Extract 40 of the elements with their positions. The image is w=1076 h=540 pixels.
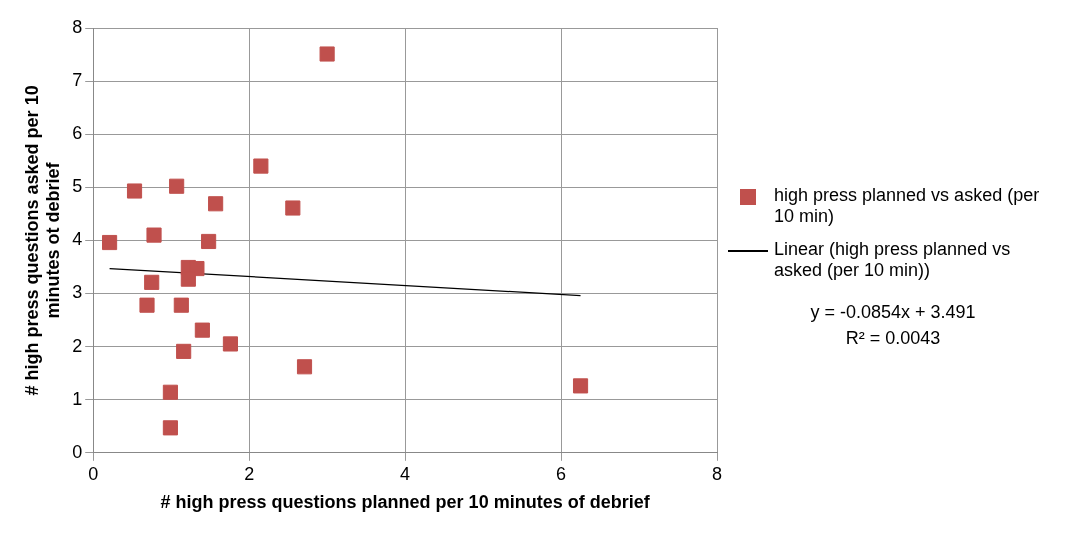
point — [146, 227, 162, 243]
y-tick-label: 1 — [72, 388, 83, 409]
point — [572, 378, 589, 394]
legend-label: Linear (high press planned vs asked (per 10 min)) — [774, 239, 1012, 281]
x-axis-title: # high press questions planned per 10 minutes of debrief — [160, 492, 651, 513]
text: R² = 0.0043 — [844, 327, 942, 350]
point — [176, 343, 192, 359]
y-tick-label: 2 — [72, 335, 83, 356]
point — [139, 297, 155, 313]
point — [201, 233, 217, 250]
point — [222, 336, 239, 352]
x-tick-label: 2 — [244, 463, 255, 484]
y-axis-title: # high press questions asked per 10 minutes ot debrief — [21, 85, 64, 396]
point — [162, 384, 178, 400]
point — [285, 200, 301, 216]
point — [296, 359, 313, 375]
point — [319, 46, 335, 62]
x-tick-label: 8 — [711, 463, 723, 484]
y-tick-label: 0 — [72, 441, 83, 462]
y-tick-label: 8 — [72, 16, 83, 37]
x-tick-label: 6 — [556, 463, 567, 484]
y-tick-label: 4 — [72, 229, 83, 250]
legend-label: high press planned vs asked (per 10 min) — [774, 185, 1041, 227]
point — [173, 297, 189, 313]
text: y = -0.0854x + 3.491 — [809, 301, 977, 324]
y-tick-label: 3 — [72, 282, 83, 303]
point — [162, 420, 178, 436]
point — [208, 196, 224, 212]
y-tick-label: 7 — [72, 70, 83, 91]
point — [253, 158, 269, 174]
point — [194, 322, 210, 338]
point — [144, 274, 160, 290]
y-tick-label: 5 — [72, 176, 83, 197]
point — [169, 178, 185, 194]
point — [102, 234, 118, 251]
point — [180, 271, 196, 287]
y-tick-label: 6 — [72, 123, 83, 144]
point — [126, 183, 143, 199]
x-tick-label: 4 — [400, 463, 411, 484]
x-tick-label: 0 — [88, 463, 99, 484]
